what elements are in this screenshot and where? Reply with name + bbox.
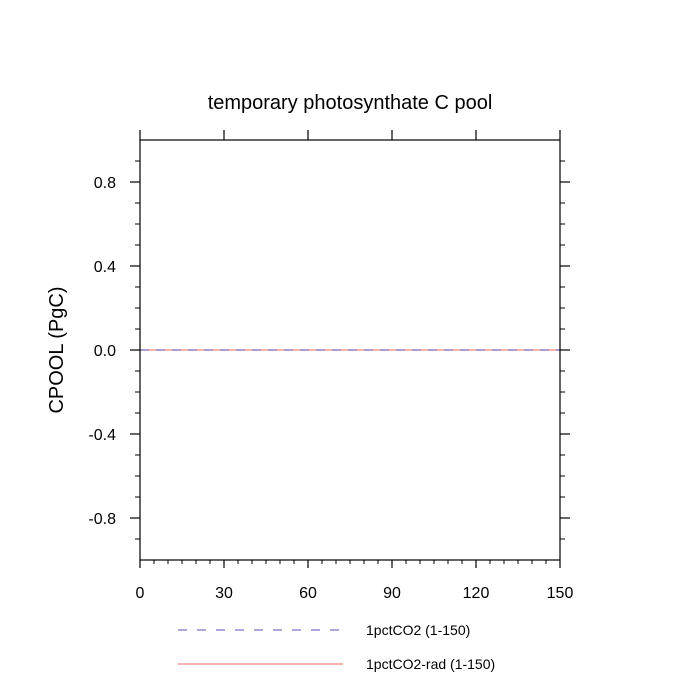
- legend: 1pctCO2 (1-150) 1pctCO2-rad (1-150): [178, 622, 495, 672]
- legend-label-1: 1pctCO2 (1-150): [366, 622, 470, 638]
- x-tick-label: 0: [136, 585, 145, 602]
- y-tick-label: 0.4: [94, 259, 116, 276]
- y-tick-label: -0.8: [88, 511, 116, 528]
- chart-title: temporary photosynthate C pool: [208, 92, 493, 114]
- x-tick-label: 120: [463, 585, 490, 602]
- x-tick-label: 90: [383, 585, 401, 602]
- y-tick-labels: -0.8 -0.4 0.0 0.4 0.8: [88, 175, 116, 528]
- legend-label-2: 1pctCO2-rad (1-150): [366, 656, 495, 672]
- x-tick-label: 150: [547, 585, 574, 602]
- y-tick-label: -0.4: [88, 427, 116, 444]
- plot-frame: [139, 139, 561, 561]
- minor-ticks: [135, 160, 565, 564]
- y-axis-label: CPOOL (PgC): [46, 286, 68, 413]
- x-tick-label: 60: [299, 585, 317, 602]
- x-tick-labels: 0 30 60 90 120 150: [136, 585, 574, 602]
- y-tick-label: 0.8: [94, 175, 116, 192]
- y-tick-label: 0.0: [94, 343, 116, 360]
- x-tick-label: 30: [215, 585, 233, 602]
- major-ticks: [130, 130, 570, 568]
